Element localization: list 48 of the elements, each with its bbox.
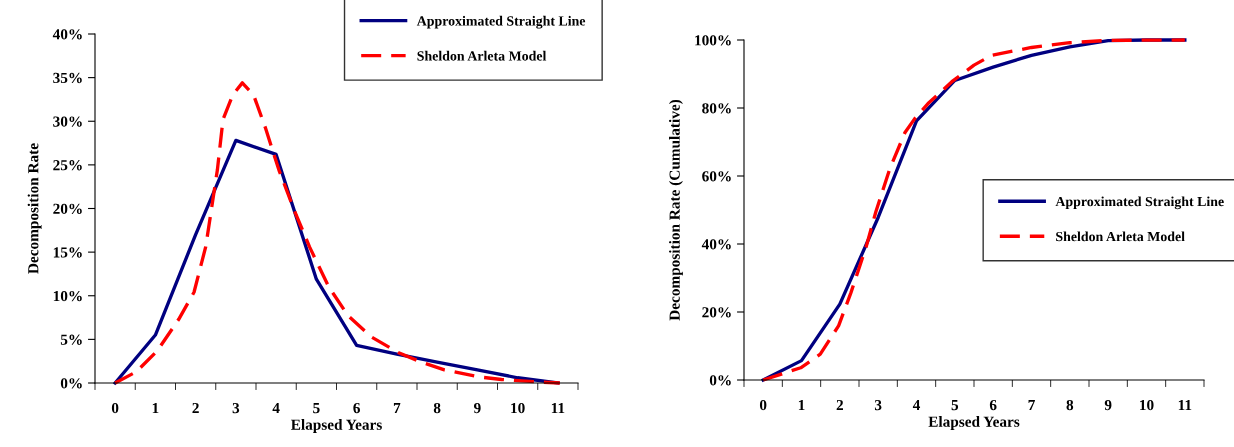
x-tick-label: 9 [473, 402, 481, 414]
x-tick-label: 11 [551, 402, 565, 414]
y-tick-label: 100% [695, 35, 731, 46]
x-axis-title: Elapsed Years [291, 419, 382, 433]
y-tick-label: 5% [60, 334, 82, 345]
y-tick-label: 30% [53, 116, 82, 127]
y-tick-label: 15% [53, 247, 82, 258]
x-tick-label: 7 [1028, 400, 1035, 411]
y-tick-label: 10% [53, 290, 82, 302]
x-tick-label: 4 [912, 399, 921, 411]
y-tick-label: 40% [701, 239, 731, 250]
legend-label: Approximated Straight Line [1055, 196, 1224, 210]
x-tick-label: 10 [1140, 399, 1154, 411]
x-tick-label: 8 [1066, 399, 1074, 411]
x-tick-label: 8 [433, 402, 441, 414]
x-tick-label: 4 [272, 402, 280, 414]
y-tick-label: 25% [53, 160, 82, 171]
legend-label: Sheldon Arleta Model [417, 50, 547, 61]
x-tick-label: 1 [152, 402, 159, 414]
x-tick-label: 6 [353, 402, 360, 414]
y-tick-label: 80% [702, 103, 731, 114]
legend-label: Approximated Straight Line [416, 15, 586, 29]
x-tick-label: 0 [759, 399, 767, 411]
x-tick-label: 3 [874, 399, 882, 411]
x-tick-label: 5 [313, 403, 320, 414]
x-tick-label: 2 [836, 399, 843, 411]
y-tick-label: 0% [709, 375, 731, 386]
x-tick-label: 9 [1104, 399, 1112, 411]
y-tick-label: 0% [60, 378, 82, 389]
x-tick-label: 2 [192, 402, 199, 414]
y-tick-label: 35% [53, 72, 82, 84]
y-axis-title: Decomposition Rate [27, 143, 42, 274]
y-tick-label: 40% [52, 29, 82, 40]
y-axis-title: Decomposition Rate (Cumulative) [669, 99, 683, 321]
x-tick-label: 10 [511, 402, 525, 414]
x-tick-label: 1 [798, 399, 805, 411]
x-tick-label: 6 [989, 399, 997, 411]
x-axis-title: Elapsed Years [928, 416, 1020, 430]
x-tick-label: 7 [393, 403, 401, 414]
y-tick-label: 20% [53, 203, 82, 214]
line-series [113, 81, 562, 385]
x-tick-label: 5 [951, 400, 959, 411]
y-tick-label: 20% [702, 307, 731, 318]
x-tick-label: 0 [111, 402, 119, 414]
y-tick-label: 60% [702, 171, 731, 182]
x-tick-label: 11 [1178, 399, 1192, 411]
legend-label: Sheldon Arleta Model [1056, 231, 1185, 242]
x-tick-label: 3 [232, 402, 240, 414]
